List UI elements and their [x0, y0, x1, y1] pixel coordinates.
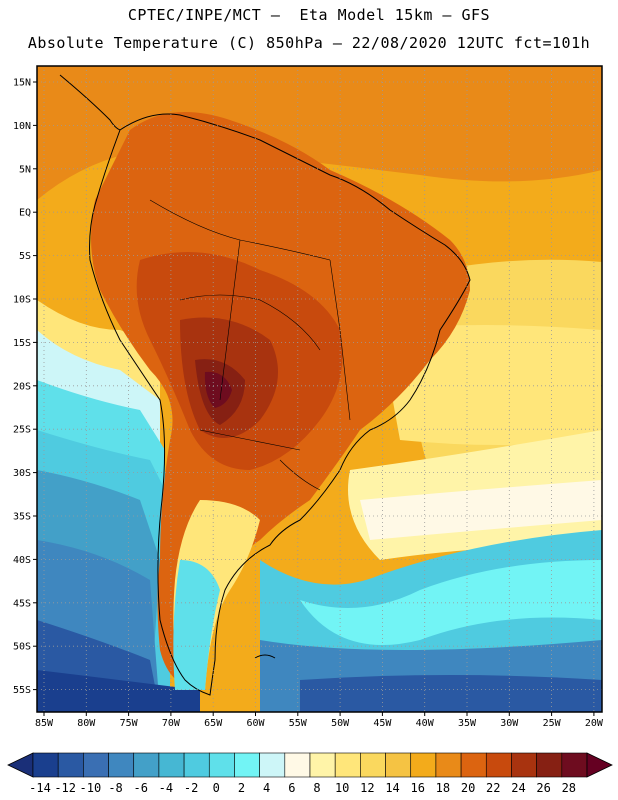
lon-tick-label: 35W	[458, 718, 477, 729]
longitude-axis: 85W 80W 75W 70W 65W 60W 55W 50W 45W 40W 35W 30W 25W 2…	[35, 712, 604, 729]
lon-tick-label: 70W	[162, 718, 181, 729]
colorbar-label: 16	[411, 781, 425, 795]
field-patagonia-cold	[173, 560, 220, 690]
colorbar-label: 26	[536, 781, 550, 795]
colorbar-swatch	[334, 752, 361, 778]
colorbar-swatch	[108, 752, 135, 778]
colorbar-swatch	[511, 752, 537, 778]
lat-tick-label: 40S	[13, 555, 31, 566]
lat-tick-label: EQ	[19, 208, 31, 219]
field-atlantic-cyan	[300, 560, 602, 645]
border-2	[179, 294, 321, 351]
lat-tick-label: 30S	[13, 468, 31, 479]
border-3	[199, 429, 301, 451]
lon-tick-label: 60W	[246, 718, 265, 729]
colorbar-swatch	[234, 752, 260, 778]
colorbar-swatch	[208, 752, 235, 778]
border-6	[279, 459, 321, 491]
lat-tick-label: 5N	[19, 164, 31, 175]
field-pacific-far-polar	[37, 670, 200, 712]
field-subtropical-atlantic-2	[380, 325, 602, 445]
colorbar-swatch	[259, 752, 286, 778]
colorbar-swatch	[309, 752, 336, 778]
colorbar-swatch	[83, 752, 109, 778]
chart-title-line1: CPTEC/INPE/MCT – Eta Model 15km – GFS	[127, 6, 491, 24]
lon-tick-label: 85W	[35, 718, 54, 729]
colorbar: -14 -12 -10 -8 -6 -4 -2 0 2 4 6 8 10 12 14 16 18 20 22 24 26…	[7, 752, 613, 795]
lat-tick-label: 55S	[13, 685, 31, 696]
falklands-coast	[254, 654, 276, 659]
colorbar-label: -10	[80, 781, 102, 795]
lat-tick-label: 10N	[13, 121, 31, 132]
lon-tick-label: 55W	[289, 718, 308, 729]
central-america-coast	[59, 74, 121, 131]
lat-tick-label: 50S	[13, 642, 31, 653]
field-atlantic-cream	[360, 480, 602, 540]
colorbar-label: -12	[54, 781, 76, 795]
lon-tick-label: 50W	[331, 718, 350, 729]
lat-tick-label: 5S	[19, 251, 31, 262]
lat-tick-label: 10S	[13, 295, 31, 306]
colorbar-swatch	[485, 752, 512, 778]
colorbar-high-arrow	[586, 752, 613, 778]
lon-tick-label: 30W	[500, 718, 519, 729]
colorbar-label: 22	[486, 781, 500, 795]
colorbar-swatch	[183, 752, 210, 778]
colorbar-label: 28	[562, 781, 576, 795]
colorbar-label: -6	[134, 781, 148, 795]
lon-tick-label: 80W	[77, 718, 96, 729]
lon-tick-label: 45W	[373, 718, 392, 729]
colorbar-swatch	[460, 752, 487, 778]
field-atlantic-polar	[300, 675, 602, 712]
colorbar-swatch	[284, 752, 311, 778]
lon-tick-label: 75W	[120, 718, 139, 729]
lon-tick-label: 40W	[416, 718, 435, 729]
colorbar-label: 10	[335, 781, 349, 795]
colorbar-swatch	[32, 752, 59, 778]
lat-tick-label: 35S	[13, 512, 31, 523]
lat-tick-label: 15S	[13, 338, 31, 349]
colorbar-label: -2	[184, 781, 198, 795]
colorbar-label: 20	[461, 781, 475, 795]
border-4	[219, 239, 241, 401]
colorbar-swatch	[435, 752, 462, 778]
colorbar-swatch	[360, 752, 386, 778]
colorbar-label: 0	[213, 781, 220, 795]
field-tropical-top	[37, 66, 602, 200]
chart-title-line2: Absolute Temperature (C) 850hPa – 22/08/…	[27, 34, 591, 52]
temperature-field	[37, 66, 602, 712]
colorbar-low-arrow	[7, 752, 34, 778]
south-america-coast	[89, 113, 471, 696]
colorbar-label: 14	[385, 781, 399, 795]
colorbar-swatch	[158, 752, 185, 778]
colorbar-swatch	[410, 752, 437, 778]
lat-tick-label: 25S	[13, 425, 31, 436]
colorbar-swatch	[536, 752, 563, 778]
map-frame	[36, 65, 603, 713]
colorbar-label: 12	[360, 781, 374, 795]
lon-tick-label: 25W	[543, 718, 562, 729]
coastlines	[59, 74, 471, 696]
colorbar-label: 2	[238, 781, 245, 795]
colorbar-swatch	[385, 752, 412, 778]
colorbar-label: -4	[159, 781, 173, 795]
lon-tick-label: 20W	[585, 718, 604, 729]
colorbar-swatch	[561, 752, 588, 778]
colorbar-label: 6	[288, 781, 295, 795]
colorbar-label: 8	[313, 781, 320, 795]
colorbar-swatch	[57, 752, 84, 778]
colorbar-label: -8	[108, 781, 122, 795]
field-continent-max	[204, 371, 232, 408]
lat-tick-label: 45S	[13, 598, 31, 609]
colorbar-swatch	[133, 752, 160, 778]
lat-tick-label: 15N	[13, 78, 31, 89]
lat-tick-label: 20S	[13, 381, 31, 392]
colorbar-label: 18	[436, 781, 450, 795]
lon-tick-label: 65W	[204, 718, 223, 729]
colorbar-label: -14	[29, 781, 51, 795]
colorbar-label: 24	[511, 781, 525, 795]
colorbar-label: 4	[263, 781, 270, 795]
latitude-axis: 15N 10N 5N EQ 5S 10S 15S 20S 25S 30S 35S 40S 45S 50S 5…	[13, 78, 37, 696]
